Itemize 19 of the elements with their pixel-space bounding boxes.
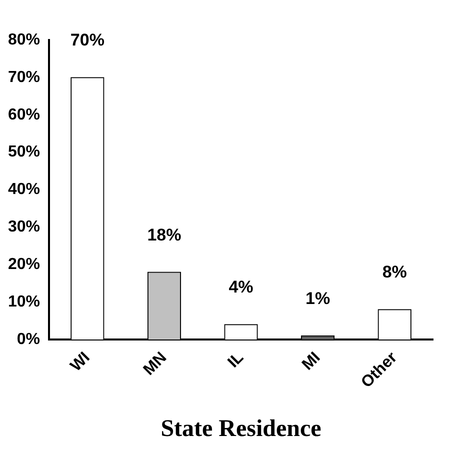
- x-tick-label: WI: [68, 349, 94, 376]
- y-tick-label: 60%: [8, 106, 40, 124]
- x-tick-label: IL: [224, 349, 248, 372]
- y-tick-label: 80%: [8, 31, 40, 48]
- x-tick-label: MI: [299, 349, 324, 374]
- y-tick-label: 20%: [8, 256, 40, 273]
- y-tick-label: 70%: [8, 68, 40, 86]
- data-label: 4%: [228, 278, 254, 297]
- y-tick-label: 0%: [16, 330, 40, 348]
- y-tick-label: 40%: [8, 181, 40, 198]
- y-tick-label: 30%: [8, 218, 40, 236]
- data-label: 1%: [306, 288, 330, 308]
- data-label: 70%: [70, 30, 104, 50]
- x-axis-title: State Residence: [160, 416, 322, 442]
- x-tick-label: MN: [140, 349, 170, 379]
- y-tick-label: 50%: [8, 144, 40, 161]
- data-label: 8%: [382, 262, 407, 282]
- y-tick-label: 10%: [8, 293, 40, 310]
- data-label: 18%: [147, 225, 182, 244]
